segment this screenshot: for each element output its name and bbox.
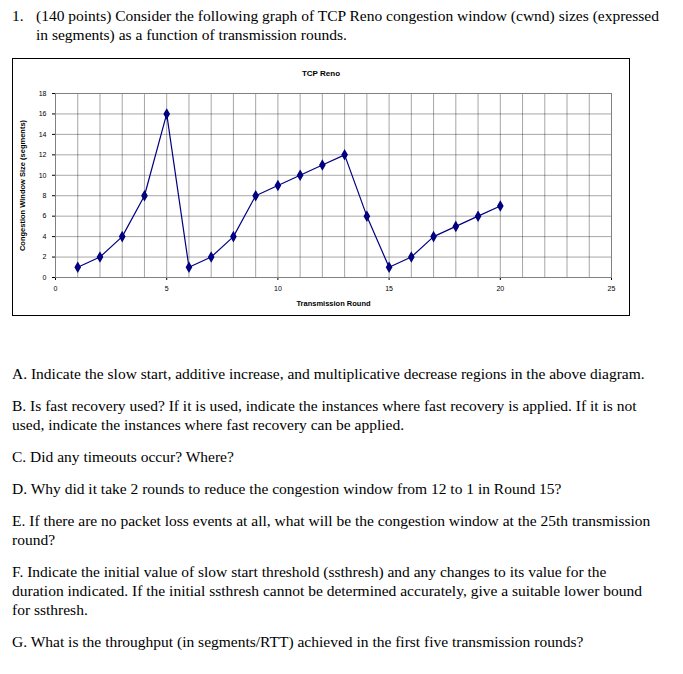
html-text:E. If there are no packet loss: E. If there are no packet loss events at…	[12, 512, 651, 548]
svg-text:0: 0	[43, 274, 47, 281]
svg-text:14: 14	[39, 131, 47, 138]
svg-text:12: 12	[39, 151, 47, 158]
svg-text:25: 25	[608, 285, 616, 292]
html-text:A. Indicate the slow start, ad: A. Indicate the slow start, additive inc…	[12, 365, 645, 382]
svg-text:18: 18	[39, 90, 47, 97]
svg-text:0: 0	[54, 285, 58, 292]
svg-text:5: 5	[165, 285, 169, 292]
html-text:(140 points) Consider the foll: (140 points) Consider the following grap…	[36, 7, 659, 43]
svg-text:15: 15	[385, 285, 393, 292]
svg-text:10: 10	[39, 172, 47, 179]
svg-text:20: 20	[496, 285, 504, 292]
svg-text:6: 6	[43, 212, 47, 219]
html-text:G. What is the throughput (in: G. What is the throughput (in segments/R…	[12, 633, 584, 650]
svg-text:16: 16	[39, 110, 47, 117]
svg-text:2: 2	[43, 253, 47, 260]
html-text:1.: 1.	[12, 7, 24, 24]
svg-text:8: 8	[43, 192, 47, 199]
html-text:C. Did any timeouts occur? Whe: C. Did any timeouts occur? Where?	[12, 448, 234, 465]
svg-text:4: 4	[43, 233, 47, 240]
svg-text:Congestion Window Size (segmen: Congestion Window Size (segments)	[18, 119, 27, 251]
html-text:B. Is fast recovery used? If i: B. Is fast recovery used? If it is used,…	[12, 397, 637, 433]
html-text:D. Why did it take 2 rounds to: D. Why did it take 2 rounds to reduce th…	[12, 480, 562, 497]
html-text:TCP Reno: TCP Reno	[302, 69, 340, 78]
html-text:F. Indicate the initial value: F. Indicate the initial value of slow st…	[12, 563, 642, 618]
svg-text:10: 10	[274, 285, 282, 292]
svg-text:Transmission Round: Transmission Round	[296, 299, 371, 308]
